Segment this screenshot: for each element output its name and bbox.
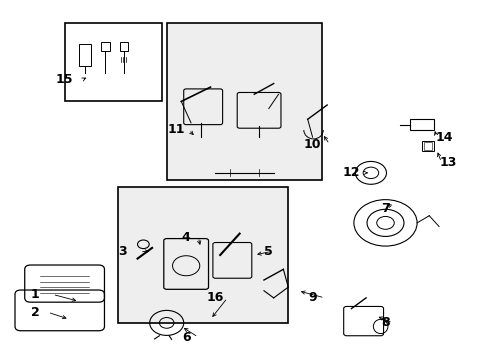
- Bar: [166, 23, 322, 180]
- Bar: [64, 23, 162, 102]
- Text: 3: 3: [119, 245, 127, 258]
- Text: 15: 15: [56, 73, 73, 86]
- Text: 12: 12: [342, 166, 360, 179]
- Text: 5: 5: [264, 245, 273, 258]
- Bar: [118, 187, 287, 323]
- Text: 14: 14: [434, 131, 452, 144]
- Bar: [79, 44, 91, 66]
- Text: 2: 2: [31, 306, 40, 319]
- Bar: [421, 141, 433, 152]
- Text: 13: 13: [439, 156, 456, 168]
- Bar: [119, 42, 128, 51]
- Bar: [409, 119, 433, 130]
- Text: 1: 1: [31, 288, 40, 301]
- Bar: [101, 42, 110, 51]
- Text: 7: 7: [380, 202, 389, 215]
- Bar: [424, 143, 431, 150]
- Text: 16: 16: [206, 291, 224, 305]
- Text: 11: 11: [167, 123, 185, 136]
- Text: 10: 10: [303, 138, 321, 151]
- Text: 6: 6: [182, 331, 190, 344]
- Text: 8: 8: [381, 316, 389, 329]
- Text: 9: 9: [307, 291, 316, 305]
- Text: 4: 4: [182, 231, 190, 244]
